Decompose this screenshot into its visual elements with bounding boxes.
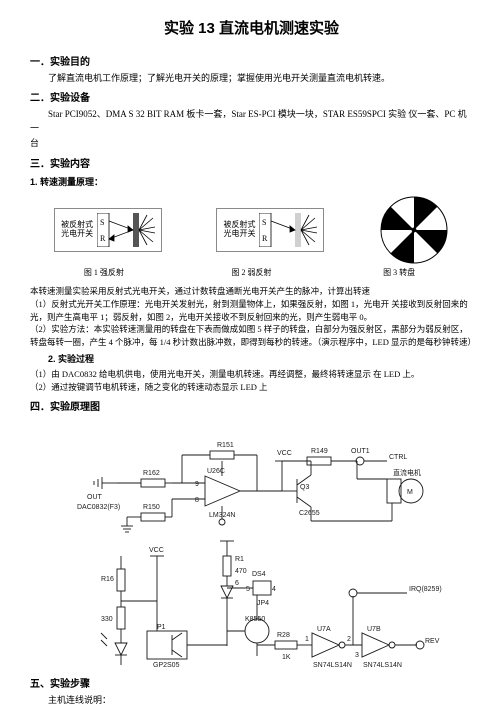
svg-text:DS4: DS4 xyxy=(252,571,266,578)
s3-p4-head: 2. 实验过程 xyxy=(30,353,473,367)
svg-text:1: 1 xyxy=(305,636,309,643)
section2-tai: 台 xyxy=(30,137,473,151)
svg-text:R16: R16 xyxy=(101,576,114,583)
svg-text:R151: R151 xyxy=(217,442,234,449)
svg-text:S: S xyxy=(262,218,266,227)
svg-text:OUT1: OUT1 xyxy=(351,448,370,455)
svg-text:REV: REV xyxy=(425,638,440,645)
svg-text:S: S xyxy=(100,218,104,227)
svg-text:JP4: JP4 xyxy=(257,600,269,607)
svg-text:U7B: U7B xyxy=(367,626,381,633)
section4-head: 四．实验原理图 xyxy=(30,400,473,415)
s3-p4: （1）由 DAC0832 给电机供电，使用光电开关，测量电机转速。再经调整，最终… xyxy=(30,368,473,381)
svg-text:P1: P1 xyxy=(157,624,166,631)
s3-p1: 本转速测量实验采用反射式光电开关，通过计数转盘通断光电开关产生的脉冲，计算出转速 xyxy=(30,285,473,298)
svg-text:R149: R149 xyxy=(311,448,328,455)
svg-text:R28: R28 xyxy=(277,632,290,639)
svg-text:470: 470 xyxy=(235,568,247,575)
svg-text:DAC0832(F3): DAC0832(F3) xyxy=(77,504,120,511)
section1-body: 了解直流电机工作原理；了解光电开关的原理；掌握使用光电开关测量直流电机转速。 xyxy=(30,72,473,86)
svg-text:LM324N: LM324N xyxy=(209,512,235,519)
svg-text:8: 8 xyxy=(195,497,199,504)
section2-body: Star PCI9052、DMA S 32 BIT RAM 板卡一套，Star … xyxy=(30,108,473,135)
svg-text:9: 9 xyxy=(195,481,199,488)
s3-p3: （2）实验方法：本实验转速测量用的转盘在下表而做成如图 5 样子的转盘，白部分为… xyxy=(30,323,473,349)
svg-text:直流电机: 直流电机 xyxy=(393,468,421,477)
svg-text:K8550: K8550 xyxy=(245,616,265,623)
svg-text:R1: R1 xyxy=(235,556,244,563)
svg-text:SN74LS14N: SN74LS14N xyxy=(363,662,402,669)
caption-2: 图 2 弱反射 xyxy=(178,267,326,279)
svg-text:3: 3 xyxy=(355,652,359,659)
caption-row: 图 1 强反射 图 2 弱反射 图 3 转盘 xyxy=(30,267,473,279)
svg-text:R150: R150 xyxy=(143,504,160,511)
svg-text:R: R xyxy=(100,234,106,243)
svg-text:GP2S05: GP2S05 xyxy=(153,662,180,669)
section1-head: 一．实验目的 xyxy=(30,55,473,70)
section3-head: 三．实验内容 xyxy=(30,157,473,172)
figure-row: 被反射式光电开关 S R 被反射式光电开关 S xyxy=(30,195,473,265)
svg-text:5: 5 xyxy=(246,586,250,593)
svg-text:Q3: Q3 xyxy=(300,484,309,491)
section2-head: 二．实验设备 xyxy=(30,91,473,106)
figure-2: 被反射式光电开关 S R xyxy=(216,208,324,252)
svg-text:1K: 1K xyxy=(282,654,291,661)
page-root: 实验 13 直流电机测速实验 一．实验目的 了解直流电机工作原理；了解光电开关的… xyxy=(0,0,503,719)
fig2-label: 被反射式光电开关 xyxy=(223,221,255,239)
figure-1: 被反射式光电开关 S R xyxy=(54,208,162,252)
svg-text:R: R xyxy=(262,234,268,243)
svg-text:VCC: VCC xyxy=(149,547,164,554)
svg-text:330: 330 xyxy=(101,616,113,623)
svg-text:R162: R162 xyxy=(143,470,160,477)
s3-p5: （2）通过按键调节电机转速，随之变化的转速动态显示 LED 上 xyxy=(30,381,473,394)
svg-text:OUT: OUT xyxy=(87,494,103,501)
svg-text:CTRL: CTRL xyxy=(389,454,407,461)
svg-text:SN74LS14N: SN74LS14N xyxy=(313,662,352,669)
section5-head: 五、实验步骤 xyxy=(30,677,473,692)
fig2-svg: S R xyxy=(259,213,317,247)
fig1-label: 被反射式光电开关 xyxy=(61,221,93,239)
circuit-diagram: R151 VCC R149 OUT1 CTRL R162 U26C Q3 C26… xyxy=(57,421,447,671)
p1-head: 1. 转速测量原理： xyxy=(30,176,473,190)
svg-text:4: 4 xyxy=(272,586,276,593)
svg-text:VCC: VCC xyxy=(277,450,292,457)
svg-text:U7A: U7A xyxy=(317,626,331,633)
fig1-svg: S R xyxy=(97,213,155,247)
svg-text:C2655: C2655 xyxy=(299,510,320,517)
svg-text:IRQ(8259): IRQ(8259) xyxy=(409,586,442,593)
caption-3: 图 3 转盘 xyxy=(325,267,473,279)
figure-3-disk xyxy=(379,195,449,265)
s3-p2: （1）反射式光开关工作原理：光电开关发射光，射到测量物体上，如果强反射，如图 1… xyxy=(30,298,473,324)
svg-text:6: 6 xyxy=(235,580,239,587)
svg-text:2: 2 xyxy=(347,636,351,643)
caption-1: 图 1 强反射 xyxy=(30,267,178,279)
svg-text:M: M xyxy=(407,489,413,496)
svg-text:U26C: U26C xyxy=(207,468,225,475)
doc-title: 实验 13 直流电机测速实验 xyxy=(30,18,473,41)
s5-p1: 主机连线说明： xyxy=(30,694,473,708)
